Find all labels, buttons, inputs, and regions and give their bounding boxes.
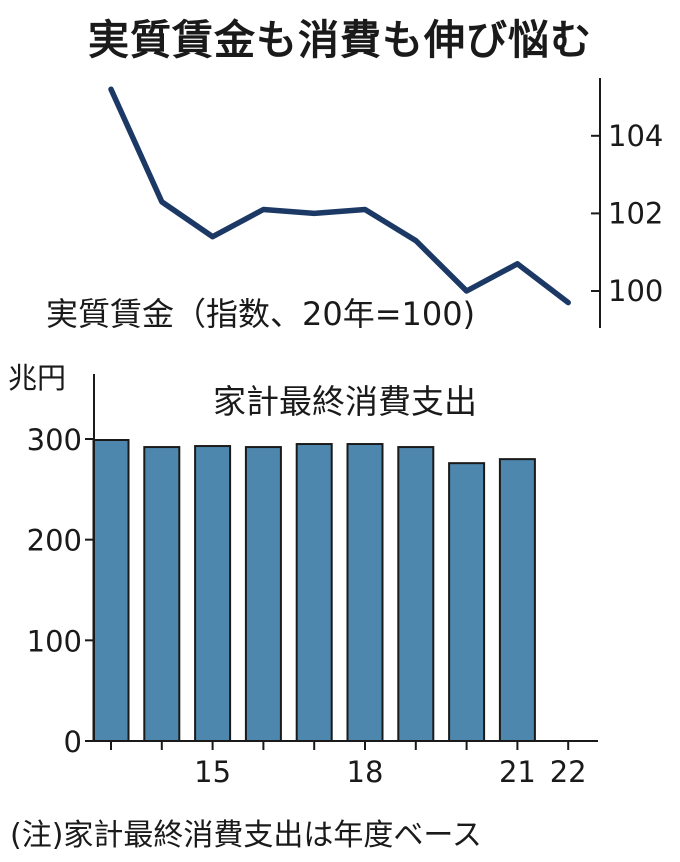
bar bbox=[92, 439, 130, 742]
line-y-tick-label: 102 bbox=[608, 196, 663, 230]
bar-x-tick-label: 21 bbox=[499, 755, 536, 789]
bar bbox=[143, 446, 181, 742]
bar bbox=[397, 446, 435, 742]
bar bbox=[194, 445, 232, 742]
bar bbox=[244, 446, 282, 742]
chart-title: 実質賃金も消費も伸び悩む bbox=[88, 16, 592, 64]
real-wage-line-chart: 100 102 104 実質賃金（指数、20年=100) bbox=[46, 78, 663, 333]
bar-x-tick-label: 18 bbox=[347, 755, 384, 789]
footnote: (注)家計最終消費支出は年度ベース bbox=[10, 818, 482, 853]
bar bbox=[498, 458, 536, 742]
bar bbox=[448, 462, 486, 742]
bar bbox=[346, 443, 384, 742]
bar-y-tick-label: 100 bbox=[27, 624, 82, 658]
line-y-tick-label: 100 bbox=[608, 274, 663, 308]
line-y-tick-label: 104 bbox=[608, 119, 663, 153]
bar-y-tick-label: 0 bbox=[64, 725, 82, 759]
bar bbox=[295, 443, 333, 742]
bar-x-tick-label: 15 bbox=[194, 755, 231, 789]
real-wage-series-line bbox=[108, 86, 571, 306]
bar-y-tick-label: 200 bbox=[27, 524, 82, 558]
line-series-label: 実質賃金（指数、20年=100) bbox=[46, 295, 475, 333]
bar-y-tick-label: 300 bbox=[27, 423, 82, 457]
bar-series-label: 家計最終消費支出 bbox=[213, 382, 477, 421]
bar-unit-label: 兆円 bbox=[8, 361, 66, 395]
bar-x-tick-label: 22 bbox=[550, 755, 587, 789]
